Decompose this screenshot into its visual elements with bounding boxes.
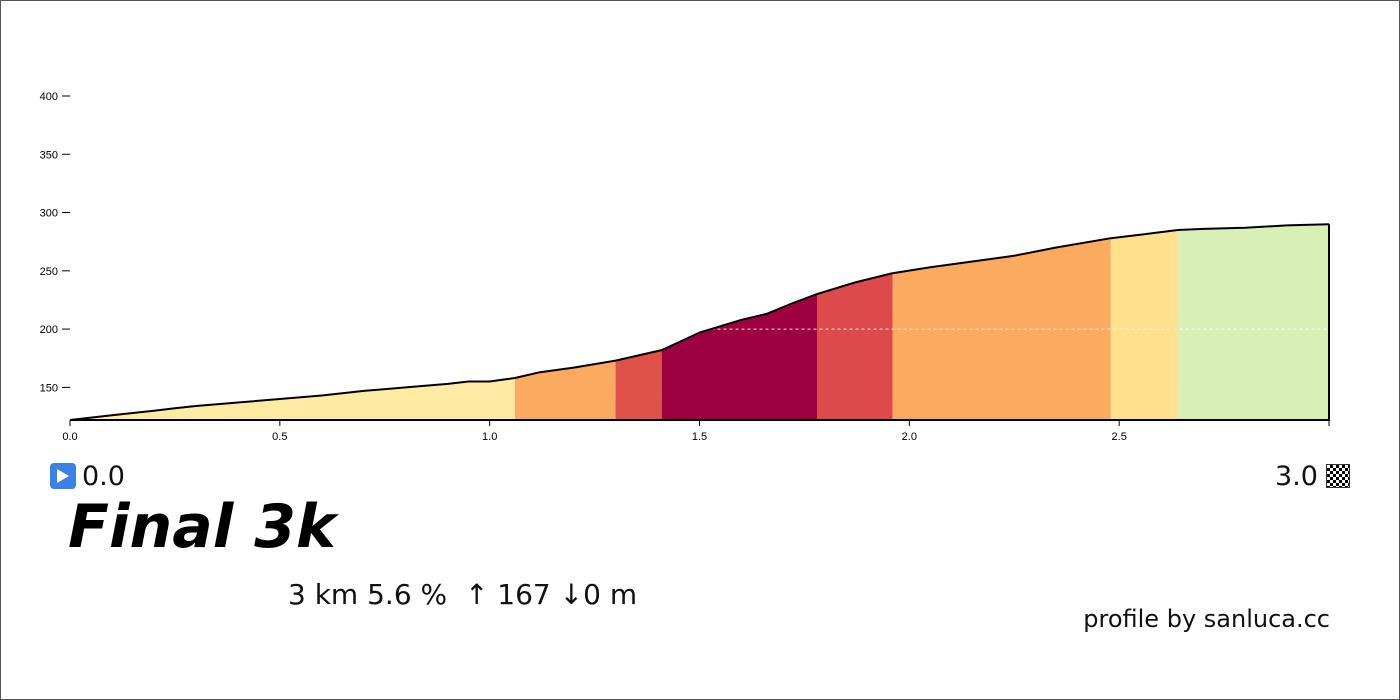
x-tick-label: 1.5 (692, 431, 707, 440)
x-tick-label: 2.5 (1112, 431, 1127, 440)
gradient-segment-6 (1110, 230, 1178, 420)
gradient-segment-1 (514, 360, 616, 420)
gradient-segment-2 (615, 350, 662, 420)
y-tick-label: 400 (40, 91, 58, 103)
gradient-segment-7 (1177, 224, 1329, 420)
y-tick-label: 350 (40, 149, 58, 161)
checkered-flag-icon (1326, 464, 1350, 488)
credit-text: profile by sanluca.cc (1083, 605, 1330, 633)
climb-stats: 3 km 5.6 % ↑ 167 ↓0 m (288, 578, 638, 611)
elevation-profile-chart: 0.0 0.5 1.0 1.5 2.0 2.5 150 200 250 300 350 400 (40, 91, 1330, 440)
gradient-segment-3 (661, 294, 818, 420)
finish-km-label: 3.0 (1275, 460, 1318, 492)
x-tick-label: 2.0 (902, 431, 917, 440)
y-tick-label: 250 (40, 266, 58, 278)
x-tick-label: 0.5 (272, 431, 287, 440)
y-tick-label: 150 (40, 382, 58, 394)
x-tick-label: 1.0 (482, 431, 497, 440)
x-tick-label: 0.0 (62, 431, 77, 440)
start-km-label: 0.0 (82, 460, 125, 492)
gradient-segment-4 (817, 273, 893, 420)
y-tick-label: 200 (40, 324, 58, 336)
y-tick-label: 300 (40, 208, 58, 220)
page-title: Final 3k (68, 492, 336, 562)
play-icon (50, 463, 76, 489)
start-marker: 0.0 (50, 460, 125, 492)
profile-line (69, 223, 1330, 421)
finish-marker: 3.0 (1275, 460, 1350, 492)
